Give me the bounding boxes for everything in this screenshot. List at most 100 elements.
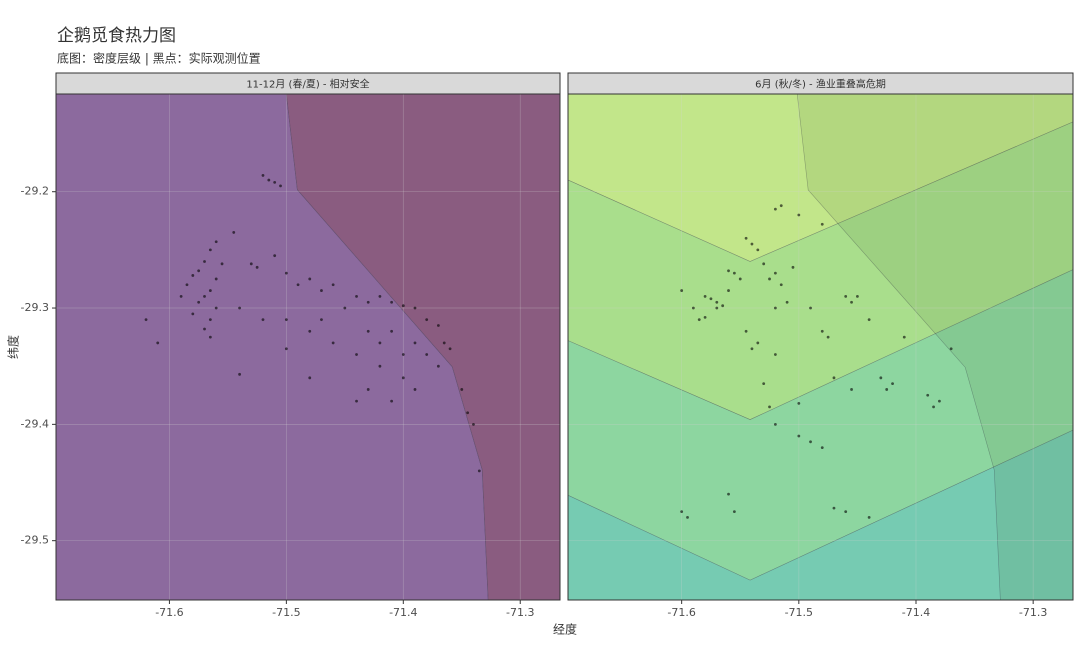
point <box>197 269 201 273</box>
point <box>850 300 853 304</box>
point <box>401 353 405 356</box>
strip <box>567 72 1074 95</box>
point <box>214 277 218 281</box>
point <box>938 399 941 403</box>
point <box>715 306 719 310</box>
point <box>238 372 241 376</box>
point <box>785 300 789 304</box>
point <box>378 364 382 368</box>
point <box>378 341 382 345</box>
x-tick-label: -71.3 <box>1019 606 1047 619</box>
x-tick-label: -71.5 <box>272 606 300 619</box>
point <box>144 318 148 322</box>
point <box>773 207 777 211</box>
point <box>773 306 777 310</box>
point <box>732 271 736 275</box>
point <box>697 318 701 322</box>
point <box>413 341 417 345</box>
point <box>366 300 370 304</box>
point <box>477 469 481 473</box>
point <box>703 315 707 319</box>
point <box>378 295 382 298</box>
point <box>885 388 889 391</box>
point <box>762 262 766 266</box>
point <box>779 204 783 208</box>
y-tick-label: -29.5 <box>21 534 49 547</box>
point <box>355 353 358 356</box>
point <box>261 318 265 322</box>
point <box>390 300 394 304</box>
y-tick-label: -29.3 <box>21 301 49 314</box>
point <box>762 382 766 386</box>
point <box>932 405 935 409</box>
point <box>197 300 201 304</box>
point <box>466 411 470 415</box>
y-tick-label: -29.2 <box>21 185 49 198</box>
point <box>390 399 394 403</box>
point <box>343 306 347 310</box>
density-region <box>568 429 1073 600</box>
point <box>413 388 417 391</box>
point <box>296 283 300 287</box>
point <box>750 347 754 351</box>
point <box>284 271 288 275</box>
x-axis-label: 经度 <box>553 622 577 637</box>
point <box>709 297 713 301</box>
point <box>867 318 871 322</box>
x-tick-label: -71.6 <box>155 606 183 619</box>
point <box>401 376 405 380</box>
point <box>191 312 195 316</box>
point <box>472 422 475 426</box>
panel <box>568 94 1073 600</box>
point <box>208 318 212 322</box>
point <box>261 174 265 177</box>
point <box>460 388 464 391</box>
point <box>820 222 824 226</box>
point <box>320 318 323 322</box>
point <box>284 318 288 322</box>
point <box>355 399 358 403</box>
point <box>203 327 206 331</box>
point <box>191 274 195 277</box>
point <box>308 376 312 380</box>
point <box>436 364 440 368</box>
point <box>448 347 452 351</box>
point <box>727 289 730 292</box>
point <box>425 318 429 322</box>
point <box>856 295 859 298</box>
point <box>832 506 836 510</box>
point <box>179 295 183 298</box>
point <box>413 306 417 310</box>
point <box>273 181 277 184</box>
point <box>686 516 689 519</box>
strip-label: 6月 (秋/冬) - 渔业重叠高危期 <box>755 78 886 91</box>
point <box>750 242 754 246</box>
point <box>680 510 684 513</box>
point <box>214 240 218 244</box>
point <box>797 434 801 438</box>
point <box>691 306 695 310</box>
point <box>208 289 212 292</box>
y-axis-label: 纬度 <box>6 335 21 359</box>
x-tick-label: -71.3 <box>506 606 534 619</box>
point <box>308 329 312 333</box>
point <box>791 265 795 269</box>
point <box>832 376 836 380</box>
point <box>926 393 930 397</box>
point <box>442 341 446 345</box>
point <box>756 248 760 252</box>
point <box>284 347 288 351</box>
point <box>680 289 684 292</box>
x-tick-label: -71.4 <box>902 606 930 619</box>
density-region <box>286 94 560 600</box>
strip <box>55 72 561 95</box>
point <box>773 271 777 275</box>
chart-subtitle: 底图：密度层级 | 黑点：实际观测位置 <box>57 51 261 66</box>
point <box>820 446 824 450</box>
point <box>436 324 440 327</box>
point <box>797 402 801 405</box>
point <box>756 341 760 345</box>
point <box>390 329 394 333</box>
point <box>366 388 370 391</box>
